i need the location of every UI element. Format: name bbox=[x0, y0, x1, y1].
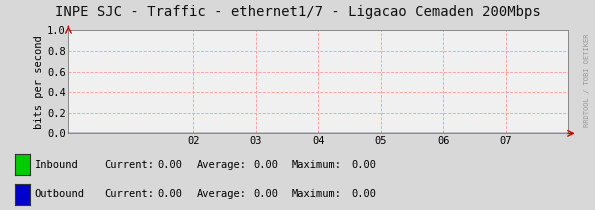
Text: Outbound: Outbound bbox=[35, 189, 84, 199]
Text: 0.00: 0.00 bbox=[351, 189, 376, 199]
Text: Current:: Current: bbox=[104, 189, 154, 199]
Y-axis label: bits per second: bits per second bbox=[34, 35, 44, 129]
Text: 0.00: 0.00 bbox=[351, 160, 376, 170]
Text: Inbound: Inbound bbox=[35, 160, 79, 170]
Text: Maximum:: Maximum: bbox=[292, 160, 342, 170]
Text: RRDTOOL / TOBI OETIKER: RRDTOOL / TOBI OETIKER bbox=[584, 33, 590, 127]
Text: INPE SJC - Traffic - ethernet1/7 - Ligacao Cemaden 200Mbps: INPE SJC - Traffic - ethernet1/7 - Ligac… bbox=[55, 5, 540, 19]
Text: Average:: Average: bbox=[196, 189, 246, 199]
Text: 0.00: 0.00 bbox=[158, 189, 183, 199]
Text: 0.00: 0.00 bbox=[253, 189, 278, 199]
Text: 0.00: 0.00 bbox=[158, 160, 183, 170]
Text: Maximum:: Maximum: bbox=[292, 189, 342, 199]
Text: 0.00: 0.00 bbox=[253, 160, 278, 170]
Text: Current:: Current: bbox=[104, 160, 154, 170]
Text: Average:: Average: bbox=[196, 160, 246, 170]
